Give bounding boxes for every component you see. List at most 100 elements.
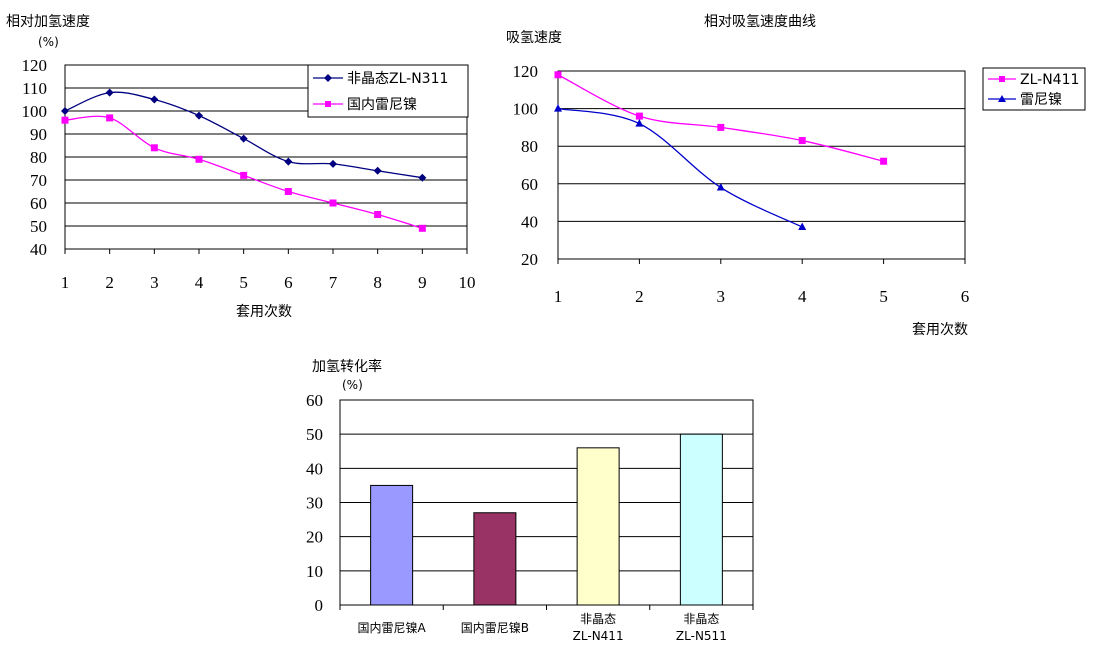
chart1-data-point (329, 199, 337, 207)
chart3-bar (679, 433, 723, 606)
chart2-data-point (798, 137, 806, 145)
chart1-data-point (240, 171, 248, 179)
chart2-y-tick-label: 100 (513, 100, 539, 119)
chart1-y-tick-label: 50 (30, 217, 47, 236)
chart3-ylabel: 加氢转化率 (312, 358, 382, 375)
chart1-y-tick-label: 80 (30, 148, 47, 167)
chart1-data-point (150, 95, 159, 104)
chart1: 相对加氢速度 (%) 120 110 100 90 80 70 60 50 40 1 2 3 4 5 6 7… (6, 14, 476, 320)
chart1-data-point (239, 134, 248, 143)
chart3-category-label: 国内雷尼镍B (461, 621, 529, 635)
chart1-x-tick-label: 6 (284, 273, 293, 292)
chart3-y-tick-label: 20 (306, 528, 323, 547)
chart2-legend-box (982, 67, 1086, 111)
chart1-data-point (418, 224, 426, 232)
chart1-legend-marker-2 (325, 101, 331, 107)
chart1-y-tick-label: 60 (30, 194, 47, 213)
chart1-y-tick-label: 90 (30, 125, 47, 144)
chart1-ylabel: 相对加氢速度 (6, 14, 90, 30)
chart1-data-point (61, 107, 69, 115)
chart2-x-tick-label: 5 (879, 287, 888, 306)
chart1-x-tick-label: 2 (105, 273, 114, 292)
chart1-data-point (284, 157, 293, 166)
chart2-series (554, 71, 888, 231)
chart3-category-label: 国内雷尼镍A (358, 621, 427, 635)
chart3-bar (576, 447, 620, 606)
chart3-y-ticks: 60 50 40 30 20 10 0 (306, 391, 323, 615)
chart1-ylabel-unit: (%) (38, 35, 59, 49)
chart2-data-point (798, 222, 807, 231)
chart3-y-tick-label: 40 (306, 459, 323, 478)
chart1-x-tick-label: 7 (329, 273, 338, 292)
chart2-x-tick-label: 4 (798, 287, 807, 306)
chart2-data-point (717, 123, 725, 131)
chart2-x-tick-label: 2 (635, 287, 644, 306)
chart2: 相对吸氢速度曲线 吸氢速度 120 100 80 60 40 20 1 2 3 4 5 6 套用次数… (506, 14, 1086, 338)
chart1-y-tick-label: 70 (30, 171, 47, 190)
chart3: 加氢转化率 (%) 60 50 40 30 20 10 0 国内雷尼镍A 国内雷尼镍B 非晶态 Z… (306, 358, 754, 643)
chart3-y-tick-label: 50 (306, 425, 323, 444)
chart3-y-tick-label: 30 (306, 494, 323, 513)
chart3-y-tick-label: 0 (315, 596, 324, 615)
chart1-x-tick-label: 4 (195, 273, 204, 292)
chart2-legend-label-2: 雷尼镍 (1020, 92, 1062, 108)
chart2-legend-marker-1 (999, 76, 1005, 82)
chart3-y-tick-label: 60 (306, 391, 323, 410)
chart2-y-tick-label: 20 (521, 250, 538, 269)
chart3-bars (370, 433, 723, 606)
chart1-xlabel: 套用次数 (236, 304, 292, 320)
chart2-data-point (880, 157, 888, 165)
chart2-y-tick-label: 80 (521, 137, 538, 156)
chart2-x-ticks: 1 2 3 4 5 6 (554, 259, 970, 306)
chart3-category-label-line2: ZL-N411 (573, 629, 624, 643)
chart1-data-point (195, 155, 203, 163)
chart2-legend-marker-2 (998, 95, 1006, 102)
chart1-x-tick-label: 10 (459, 273, 476, 292)
chart1-y-tick-label: 40 (30, 240, 47, 259)
chart2-data-point (635, 112, 643, 120)
chart2-data-point (635, 119, 644, 127)
chart1-legend-label-1: 非晶态ZL-N311 (347, 71, 448, 87)
chart3-category-labels: 国内雷尼镍A 国内雷尼镍B 非晶态 ZL-N411 非晶态 ZL-N511 (339, 605, 754, 643)
chart2-data-point (554, 71, 562, 79)
chart2-y-tick-label: 60 (521, 175, 538, 194)
chart1-series (61, 88, 427, 232)
chart1-data-point (373, 166, 382, 175)
chart2-y-ticks: 120 100 80 60 40 20 (513, 62, 539, 269)
chart2-plot-area (557, 70, 966, 260)
chart2-legend: ZL-N411 雷尼镍 (982, 67, 1086, 111)
chart1-data-point (150, 144, 158, 152)
chart1-data-point (329, 159, 337, 168)
chart1-x-tick-label: 9 (418, 273, 427, 292)
chart1-legend-label-2: 国内雷尼镍 (347, 97, 417, 113)
chart3-category-label: 非晶态 (683, 612, 719, 626)
chart1-x-tick-label: 1 (61, 273, 70, 292)
chart2-ylabel: 吸氢速度 (506, 30, 562, 46)
chart1-legend-box (307, 64, 469, 118)
chart1-y-tick-label: 100 (22, 102, 48, 121)
chart3-bar (370, 484, 414, 606)
chart1-data-point (106, 114, 114, 122)
chart1-data-point (418, 173, 427, 182)
chart2-legend-label-1: ZL-N411 (1020, 72, 1079, 88)
chart2-data-point (554, 104, 562, 112)
chart2-data-point (716, 183, 725, 191)
chart1-x-ticks: 1 2 3 4 5 6 7 8 9 10 (61, 249, 476, 292)
chart3-bar (473, 512, 517, 606)
chart3-y-tick-label: 10 (306, 562, 323, 581)
chart2-y-tick-label: 120 (513, 62, 539, 81)
chart1-y-tick-label: 110 (22, 79, 47, 98)
chart3-ylabel-unit: (%) (342, 378, 363, 392)
chart1-data-point (284, 188, 292, 195)
chart1-data-point (105, 88, 114, 97)
chart1-legend: 非晶态ZL-N311 国内雷尼镍 (307, 64, 469, 118)
chart1-x-tick-label: 3 (150, 273, 159, 292)
chart1-y-ticks: 120 110 100 90 80 70 60 50 40 (22, 56, 48, 259)
chart2-x-tick-label: 1 (554, 287, 563, 306)
chart2-x-tick-label: 6 (961, 287, 970, 306)
chart2-y-tick-label: 40 (521, 212, 538, 231)
chart1-legend-marker-1 (324, 74, 332, 82)
chart2-x-tick-label: 3 (717, 287, 726, 306)
chart2-series-line-2 (557, 107, 803, 228)
